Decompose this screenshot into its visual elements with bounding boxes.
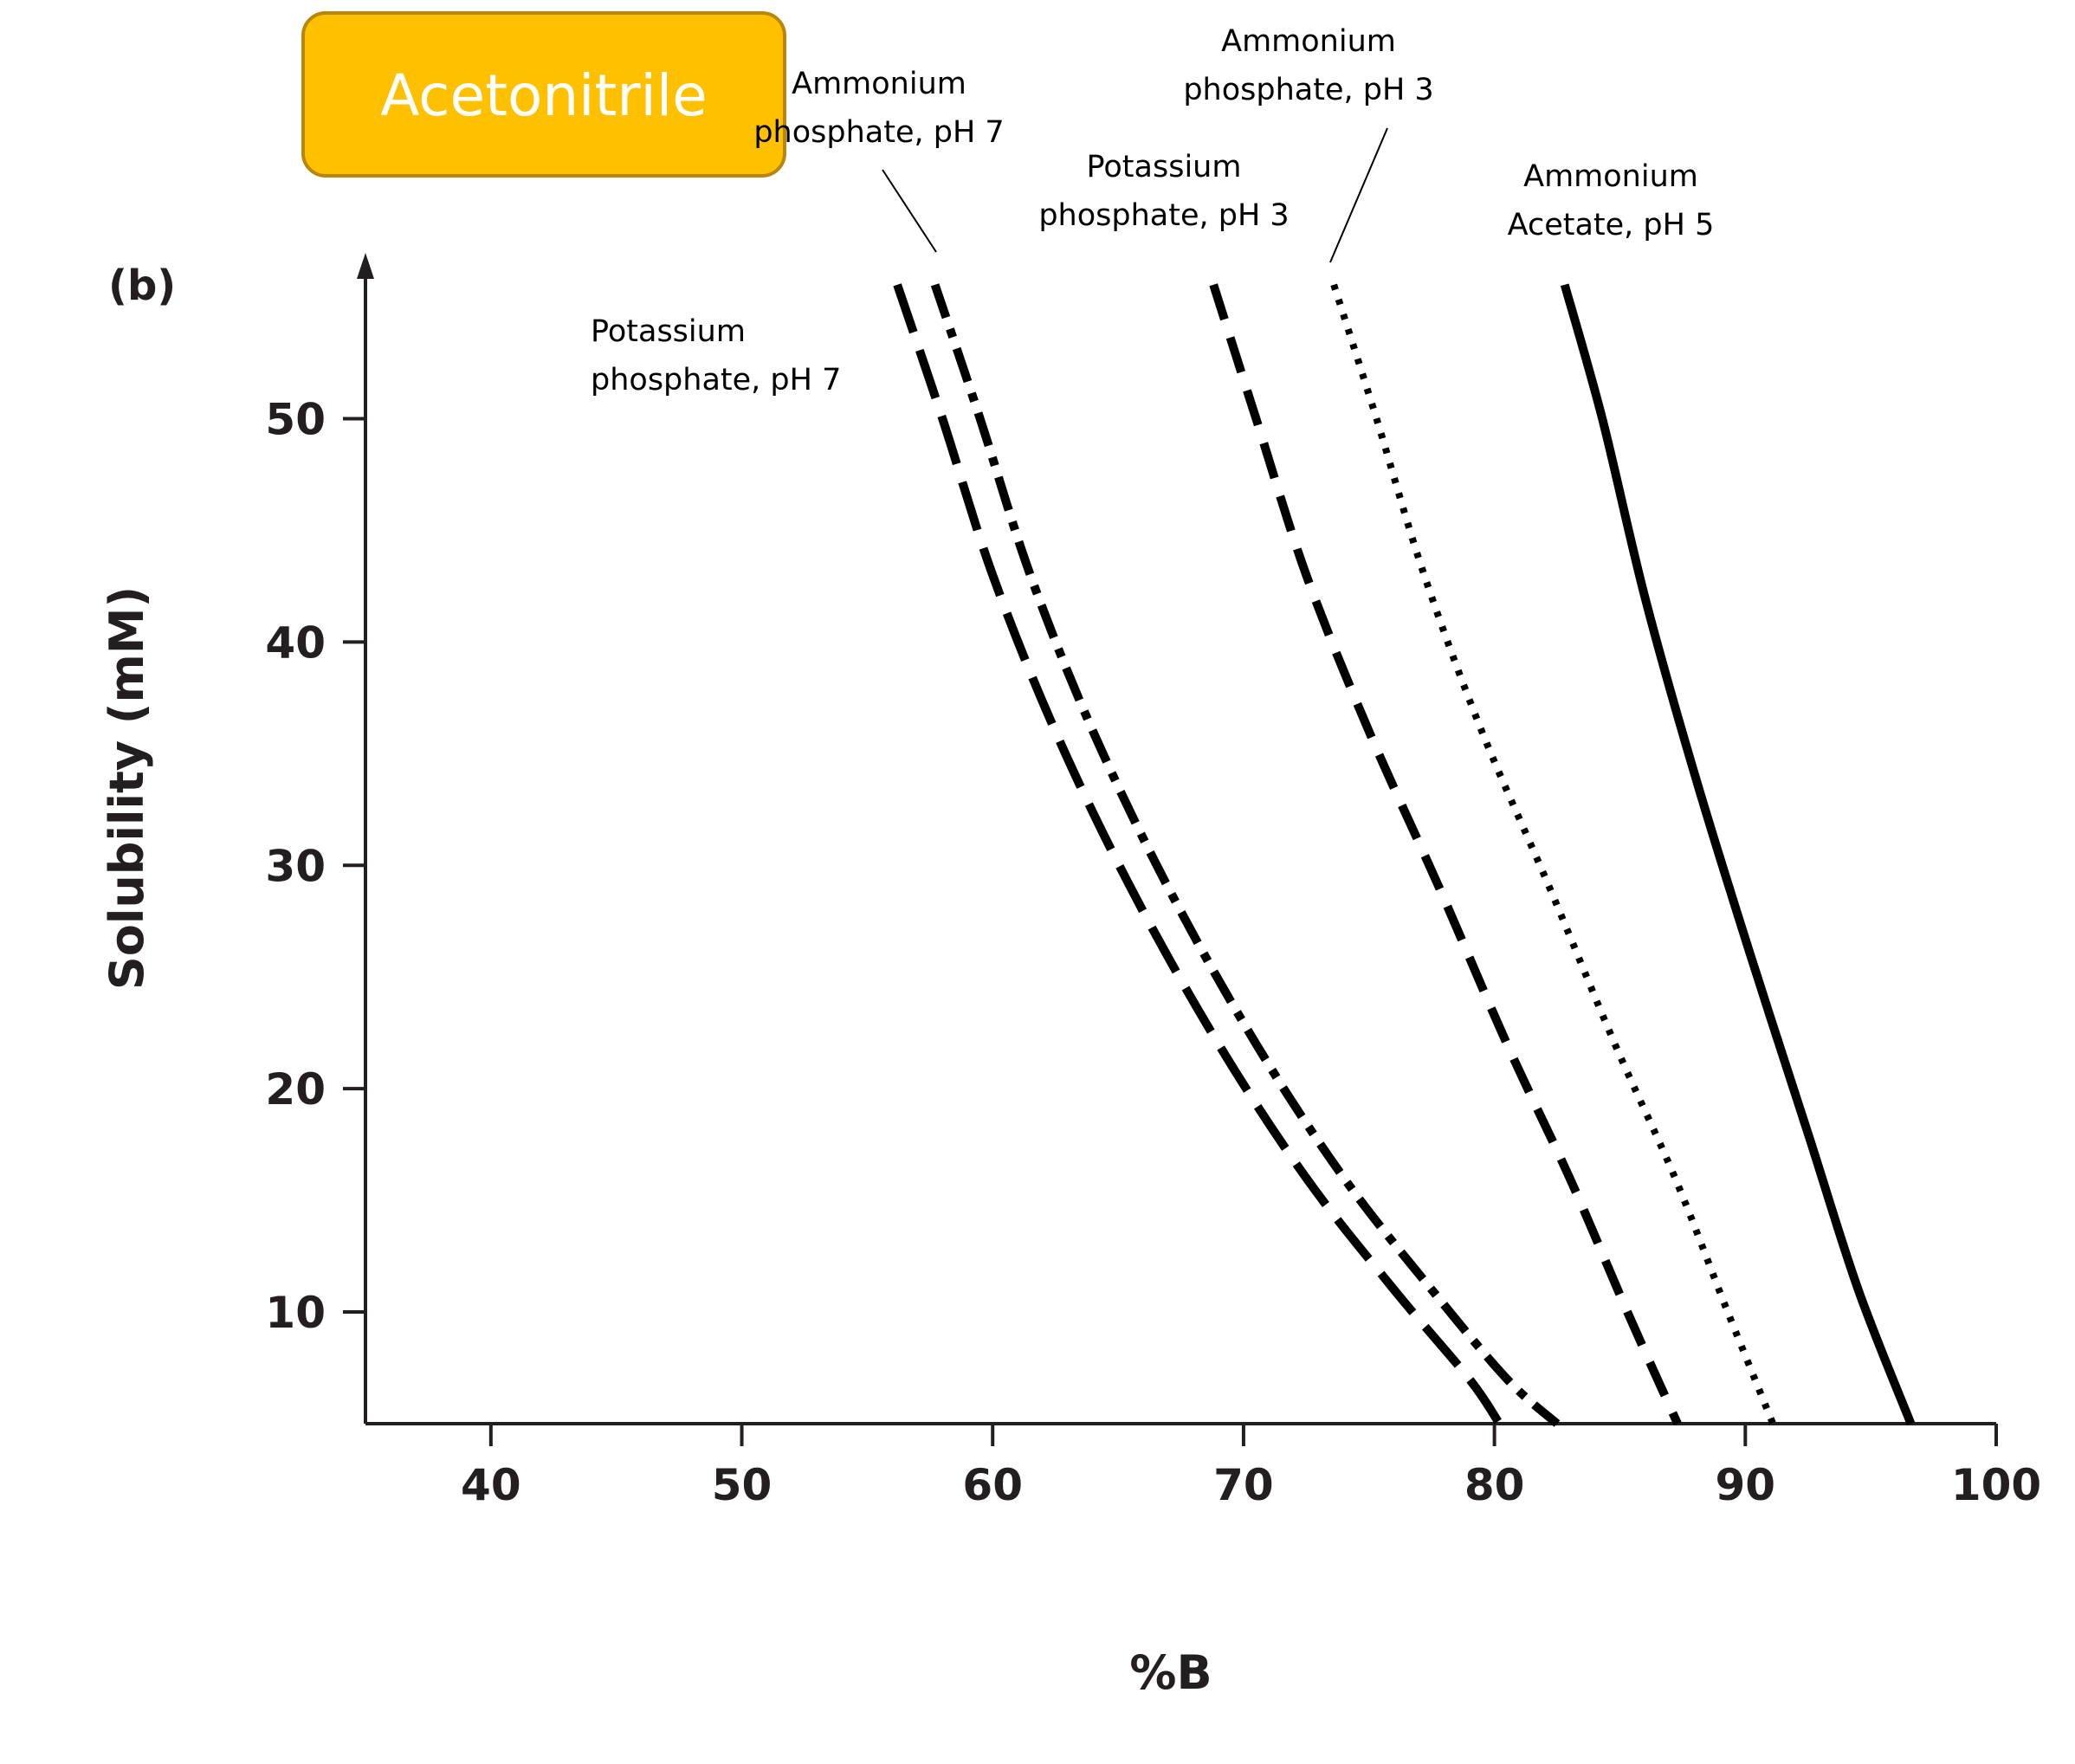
series-label-1: Potassium phosphate, pH 7	[591, 314, 841, 397]
x-tick-label: 100	[1951, 1460, 2041, 1510]
acetonitrile-badge-box	[301, 11, 786, 178]
x-tick-label: 90	[1716, 1460, 1776, 1510]
series-labels: Potassium phosphate, pH 7 Ammonium phosphat…	[591, 24, 1714, 397]
y-axis-title: Solubility (mM)	[100, 586, 154, 990]
axes: 40 50 60 70 80 90 100 10 20 30 40 50	[265, 253, 2041, 1510]
panel-label: (b)	[108, 262, 176, 310]
y-axis-arrow	[357, 253, 374, 279]
series-line-5	[1560, 283, 1916, 1425]
x-tick-label: 60	[962, 1460, 1023, 1510]
series-label-leader-4	[1329, 127, 1388, 263]
x-tick-label: 40	[461, 1460, 521, 1510]
x-axis-title: %B	[1129, 1645, 1212, 1700]
acetonitrile-badge-text: Acetonitrile	[380, 62, 708, 129]
series-line-4	[1330, 283, 1776, 1425]
series-label-leader-2	[882, 169, 937, 253]
y-tick-label: 40	[265, 617, 326, 668]
series-label-5: Ammonium Acetate, pH 5	[1508, 159, 1715, 242]
series-label-4: Ammonium phosphate, pH 3	[1183, 24, 1433, 107]
series-layer	[893, 283, 1916, 1427]
x-tick-label: 70	[1213, 1460, 1274, 1510]
y-tick-label: 30	[265, 841, 326, 891]
y-tick-label: 10	[265, 1288, 326, 1338]
acetonitrile-badge: Acetonitrile	[301, 11, 786, 178]
x-tick-label: 80	[1464, 1460, 1525, 1510]
y-tick-label: 50	[265, 395, 326, 445]
y-tick-label: 20	[265, 1064, 326, 1115]
series-line-1	[893, 283, 1503, 1426]
series-label-2: Ammonium phosphate, pH 7	[753, 67, 1004, 150]
series-label-3: Potassium phosphate, pH 3	[1038, 150, 1289, 233]
series-line-3	[1209, 283, 1682, 1426]
series-line-2	[930, 283, 1561, 1427]
x-tick-label: 50	[712, 1460, 772, 1510]
